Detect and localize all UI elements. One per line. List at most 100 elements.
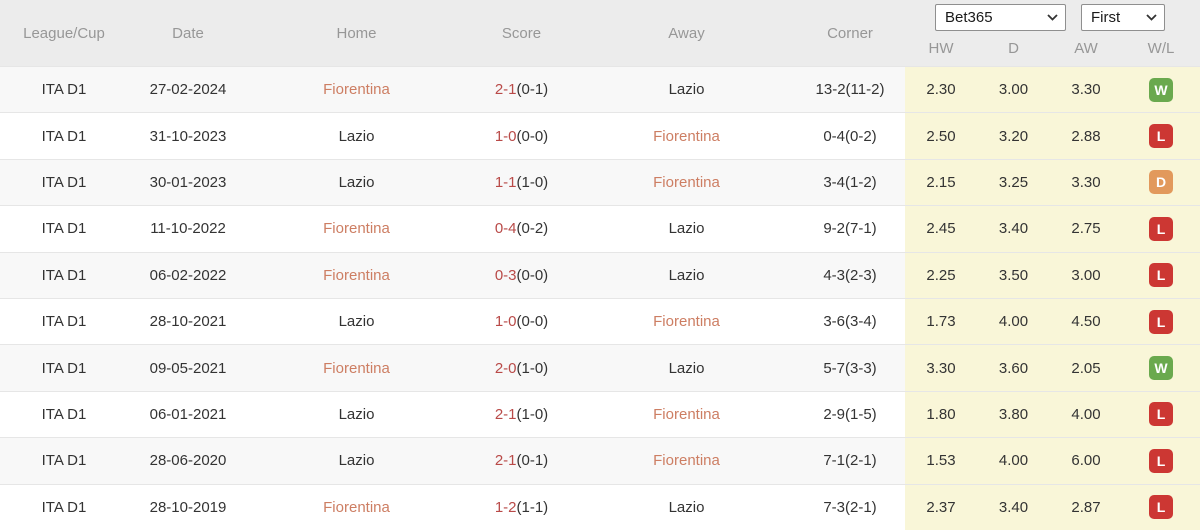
result-badge: L <box>1149 216 1173 241</box>
corner-cell: 3-4(1-2) <box>823 173 877 191</box>
corner-cell: 9-2(7-1) <box>823 220 877 238</box>
table-row: ITA D1 27-02-2024 Fiorentina 2-1 (0-1) La… <box>0 66 1200 113</box>
result-cell: W <box>1122 67 1200 113</box>
fulltime-score: 1-1 <box>494 173 517 191</box>
column-header-away: Away <box>668 24 705 42</box>
table-row: ITA D1 28-06-2020 Lazio 2-1 (0-1) Fiorent… <box>0 437 1200 484</box>
corner-cell: 13-2(11-2) <box>815 81 885 99</box>
away-win-odds: 6.00 <box>1050 438 1122 484</box>
home-win-odds: 1.73 <box>905 298 977 345</box>
away-win-odds: 3.30 <box>1050 67 1122 113</box>
corner-cell: 7-3(2-1) <box>823 498 877 516</box>
fulltime-score: 2-1 <box>494 405 517 423</box>
home-team: Fiorentina <box>323 266 390 284</box>
date-cell: 06-02-2022 <box>149 266 227 284</box>
column-header-score: Score <box>501 24 542 42</box>
fulltime-score: 0-4 <box>494 220 517 238</box>
halftime-score: (0-0) <box>516 313 549 331</box>
column-header-date: Date <box>172 24 204 42</box>
home-win-odds: 2.45 <box>905 206 977 252</box>
draw-odds: 3.50 <box>977 252 1050 298</box>
fulltime-score: 2-0 <box>494 359 517 377</box>
home-team: Lazio <box>338 173 375 191</box>
draw-odds: 3.20 <box>977 113 1050 159</box>
fulltime-score: 2-1 <box>494 81 517 99</box>
home-win-odds: 2.50 <box>905 113 977 159</box>
result-badge: W <box>1149 356 1173 381</box>
home-team: Fiorentina <box>323 359 390 377</box>
league-cell: ITA D1 <box>41 81 87 99</box>
away-win-odds: 2.75 <box>1050 206 1122 252</box>
league-cell: ITA D1 <box>41 266 87 284</box>
result-badge: L <box>1149 309 1173 334</box>
away-win-odds: 2.87 <box>1050 484 1122 530</box>
result-cell: L <box>1122 206 1200 252</box>
result-badge: L <box>1149 448 1173 473</box>
home-win-odds: 2.25 <box>905 252 977 298</box>
column-header-home: Home <box>336 24 377 42</box>
date-cell: 27-02-2024 <box>149 81 227 99</box>
bookmaker-select[interactable]: Bet365 <box>935 4 1066 31</box>
column-header-draw-odds: D <box>1008 40 1019 57</box>
corner-cell: 2-9(1-5) <box>823 405 877 423</box>
period-select[interactable]: First <box>1081 4 1165 31</box>
home-team: Lazio <box>338 405 375 423</box>
away-win-odds: 3.00 <box>1050 252 1122 298</box>
away-team: Lazio <box>668 359 705 377</box>
away-win-odds: 2.88 <box>1050 113 1122 159</box>
result-cell: L <box>1122 113 1200 159</box>
result-cell: L <box>1122 252 1200 298</box>
away-team: Fiorentina <box>653 173 720 191</box>
halftime-score: (1-0) <box>516 359 549 377</box>
fulltime-score: 1-0 <box>494 127 517 145</box>
result-badge: L <box>1149 124 1173 149</box>
score-cell: 2-1 (1-0) <box>465 392 578 437</box>
date-cell: 11-10-2022 <box>150 220 226 238</box>
draw-odds: 4.00 <box>977 438 1050 484</box>
home-win-odds: 2.37 <box>905 484 977 530</box>
table-row: ITA D1 28-10-2019 Fiorentina 1-2 (1-1) La… <box>0 483 1200 530</box>
chevron-down-icon <box>1047 14 1058 21</box>
halftime-score: (1-1) <box>516 498 549 516</box>
away-team: Lazio <box>668 498 705 516</box>
corner-cell: 3-6(3-4) <box>823 313 877 331</box>
home-team: Lazio <box>338 127 375 145</box>
corner-cell: 0-4(0-2) <box>823 127 877 145</box>
league-cell: ITA D1 <box>41 359 87 377</box>
draw-odds: 3.40 <box>977 484 1050 530</box>
result-badge: L <box>1149 495 1173 520</box>
score-cell: 1-1 (1-0) <box>465 160 578 205</box>
score-cell: 2-1 (0-1) <box>465 67 578 112</box>
score-cell: 2-0 (1-0) <box>465 345 578 390</box>
away-team: Lazio <box>668 266 705 284</box>
league-cell: ITA D1 <box>41 405 87 423</box>
table-header: League/Cup Date Home Score Away Corner H… <box>0 0 1200 66</box>
date-cell: 30-01-2023 <box>149 173 227 191</box>
league-cell: ITA D1 <box>41 220 87 238</box>
table-row: ITA D1 11-10-2022 Fiorentina 0-4 (0-2) La… <box>0 205 1200 252</box>
column-header-corner: Corner <box>827 24 873 42</box>
home-win-odds: 3.30 <box>905 345 977 391</box>
home-win-odds: 2.30 <box>905 67 977 113</box>
result-cell: D <box>1122 159 1200 206</box>
league-cell: ITA D1 <box>41 498 87 516</box>
score-cell: 1-0 (0-0) <box>465 113 578 158</box>
league-cell: ITA D1 <box>41 173 87 191</box>
table-row: ITA D1 30-01-2023 Lazio 1-1 (1-0) Fiorent… <box>0 158 1200 206</box>
corner-cell: 5-7(3-3) <box>823 359 877 377</box>
date-cell: 31-10-2023 <box>149 127 227 145</box>
draw-odds: 3.25 <box>977 159 1050 206</box>
column-header-home-win-odds: HW <box>928 40 954 57</box>
away-team: Lazio <box>668 81 705 99</box>
result-badge: L <box>1149 263 1173 288</box>
result-cell: L <box>1122 484 1200 530</box>
odds-controls: Bet365 First <box>905 4 1200 32</box>
result-cell: L <box>1122 438 1200 484</box>
score-cell: 0-4 (0-2) <box>465 206 578 251</box>
league-cell: ITA D1 <box>41 313 87 331</box>
home-team: Fiorentina <box>323 220 390 238</box>
score-cell: 1-2 (1-1) <box>465 485 578 530</box>
period-select-value: First <box>1091 9 1121 26</box>
halftime-score: (0-0) <box>516 266 549 284</box>
score-cell: 2-1 (0-1) <box>465 438 578 483</box>
